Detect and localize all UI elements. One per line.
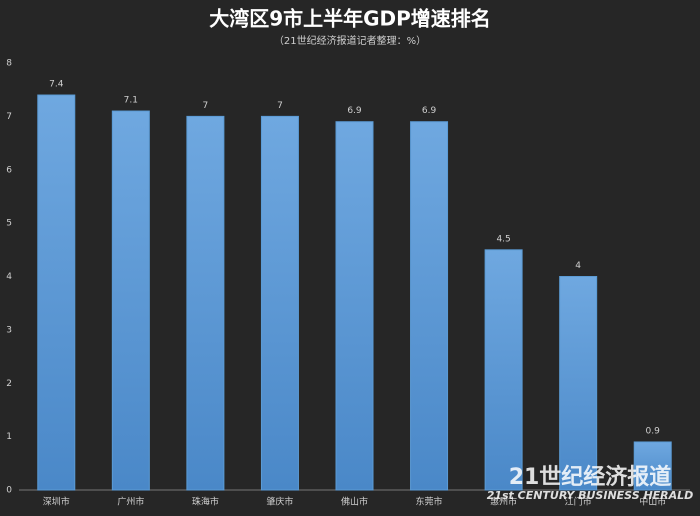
- x-tick-label: 江门市: [565, 496, 592, 508]
- y-tick-label: 5: [6, 219, 12, 229]
- bar: [335, 121, 374, 491]
- y-tick-label: 4: [6, 272, 12, 282]
- data-label: 4.5: [496, 234, 510, 244]
- chart-title: 大湾区9市上半年GDP增速排名: [209, 7, 491, 31]
- watermark: 21世纪经济报道: [509, 464, 672, 490]
- watermark-english: 21st CENTURY BUSINESS HERALD: [487, 489, 694, 502]
- bar: [37, 94, 76, 491]
- bar: [410, 121, 449, 491]
- bar: [111, 110, 150, 491]
- x-tick-label: 东莞市: [416, 496, 443, 508]
- x-tick-label: 珠海市: [192, 496, 219, 508]
- y-tick-label: 7: [6, 112, 12, 122]
- x-tick-label: 深圳市: [43, 496, 70, 508]
- y-tick-label: 1: [6, 432, 12, 442]
- data-label: 6.9: [422, 106, 437, 116]
- bar: [260, 115, 299, 491]
- data-label: 7: [203, 101, 209, 111]
- y-tick-label: 8: [6, 59, 12, 69]
- plot: 0 1 2 3 4 5 6 7 8 深圳市 7.4 广州市 7.1 珠海市 7 肇庆市 7 佛山市 6.9 东莞市 6.…: [6, 59, 690, 508]
- y-tick-label: 0: [6, 486, 12, 496]
- y-tick-label: 3: [6, 325, 12, 335]
- y-tick-label: 2: [6, 379, 12, 389]
- data-label: 4: [575, 261, 581, 271]
- data-label: 6.9: [347, 106, 362, 116]
- data-label: 7.1: [124, 96, 138, 106]
- data-label: 0.9: [646, 426, 661, 436]
- x-tick-label: 中山市: [639, 496, 666, 508]
- bar: [633, 441, 672, 491]
- x-tick-label: 惠州市: [490, 496, 517, 508]
- data-label: 7.4: [49, 80, 64, 90]
- bar: [186, 115, 225, 491]
- data-label: 7: [277, 101, 283, 111]
- x-tick-label: 佛山市: [341, 496, 368, 508]
- x-tick-label: 广州市: [117, 496, 144, 508]
- y-tick-label: 6: [6, 165, 12, 175]
- chart-subtitle: （21世纪经济报道记者整理：%）: [274, 34, 426, 47]
- x-tick-label: 肇庆市: [266, 496, 293, 508]
- bar: [559, 276, 598, 491]
- bar: [484, 249, 523, 491]
